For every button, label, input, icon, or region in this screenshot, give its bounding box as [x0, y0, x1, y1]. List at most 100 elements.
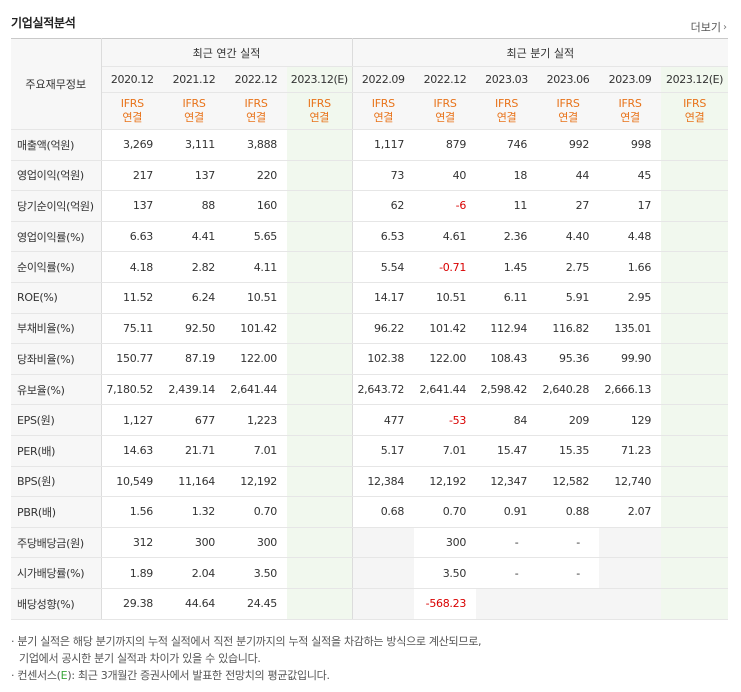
- ifrs-label: IFRS 연결: [225, 92, 287, 130]
- table-cell: 102.38: [351, 343, 415, 375]
- table-cell: -568.23: [414, 588, 477, 620]
- table-cell: 15.47: [476, 435, 538, 467]
- ifrs-label: IFRS 연결: [537, 92, 600, 130]
- table-cell: 1.45: [476, 251, 538, 283]
- table-cell: 12,740: [599, 466, 662, 498]
- table-cell: 160: [225, 190, 287, 222]
- table-cell: 11,164: [163, 466, 225, 498]
- table-cell: 6.63: [101, 221, 163, 253]
- period-header: 2023.12(E): [661, 66, 729, 93]
- table-cell: 0.70: [225, 496, 287, 528]
- row-label: 매출액(억원): [11, 129, 102, 161]
- table-row: PBR(배) 1.56 1.32 0.70 0.68 0.70 0.91 0.88 2.07: [11, 496, 729, 528]
- ifrs-label: IFRS 연결: [476, 92, 538, 130]
- table-cell: 95.36: [537, 343, 600, 375]
- table-cell: 44: [537, 160, 600, 192]
- table-cell: 1,223: [225, 404, 287, 436]
- period-header: 2023.09: [599, 66, 662, 93]
- table-cell: 0.88: [537, 496, 600, 528]
- ifrs-label: IFRS 연결: [661, 92, 729, 130]
- table-cell: 4.11: [225, 251, 287, 283]
- table-cell: 108.43: [476, 343, 538, 375]
- quarter-group-header: 최근 분기 실적: [351, 38, 729, 67]
- row-label: PBR(배): [11, 496, 102, 528]
- table-row: 영업이익(억원) 217 137 220 73 40 18 44 45: [11, 160, 729, 192]
- table-cell: 84: [476, 404, 538, 436]
- footnote-1: · 분기 실적은 해당 분기까지의 누적 실적에서 직전 분기까지의 누적 실적…: [11, 635, 482, 648]
- table-cell: 5.54: [351, 251, 415, 283]
- table-cell: [599, 526, 662, 559]
- row-label: 배당성향(%): [11, 588, 102, 620]
- table-cell: 137: [101, 190, 163, 222]
- table-cell: [661, 129, 729, 161]
- table-cell: 6.24: [163, 282, 225, 314]
- table-cell: 0.70: [414, 496, 477, 528]
- table-cell: 116.82: [537, 312, 600, 345]
- period-header: 2021.12: [163, 66, 225, 93]
- table-row: 당좌비율(%) 150.77 87.19 122.00 102.38 122.00 108.…: [11, 343, 729, 375]
- table-cell: 3.50: [414, 557, 477, 589]
- table-cell: [537, 588, 600, 620]
- table-cell: 101.42: [414, 312, 477, 345]
- table-cell: 2,641.44: [225, 374, 287, 406]
- table-row: 유보율(%) 7,180.52 2,439.14 2,641.44 2,643.72 2,…: [11, 374, 729, 406]
- table-cell: 45: [599, 160, 662, 192]
- table-cell: [351, 526, 415, 559]
- table-row: 당기순이익(억원) 137 88 160 62 -6 11 27 17: [11, 190, 729, 222]
- row-label: 당기순이익(억원): [11, 190, 102, 222]
- ifrs-label: IFRS 연결: [287, 92, 353, 130]
- table-cell: 12,384: [351, 466, 415, 498]
- table-cell: 217: [101, 160, 163, 192]
- table-cell: 17: [599, 190, 662, 222]
- table-cell: 5.65: [225, 221, 287, 253]
- table-cell: 10.51: [225, 282, 287, 314]
- table-cell: 5.91: [537, 282, 600, 314]
- table-cell: 15.35: [537, 435, 600, 467]
- table-cell: [661, 343, 729, 375]
- ifrs-label: IFRS 연결: [351, 92, 415, 130]
- table-cell: [599, 557, 662, 589]
- table-cell: 4.18: [101, 251, 163, 283]
- table-row: EPS(원) 1,127 677 1,223 477 -53 84 209 129: [11, 404, 729, 436]
- table-cell: 300: [225, 526, 287, 559]
- table-cell: [661, 312, 729, 345]
- table-cell: [351, 588, 415, 620]
- footnote-1-cont: 기업에서 공시한 분기 실적과 차이가 있을 수 있습니다.: [19, 652, 261, 665]
- table-cell: 5.17: [351, 435, 415, 467]
- table-cell: 1,127: [101, 404, 163, 436]
- table-cell: [287, 129, 353, 161]
- table-cell: 24.45: [225, 588, 287, 620]
- table-cell: [661, 251, 729, 283]
- table-cell: 2.75: [537, 251, 600, 283]
- table-cell: [287, 221, 353, 253]
- period-header: 2020.12: [101, 66, 163, 93]
- period-header: 2023.12(E): [287, 66, 353, 93]
- table-cell: 101.42: [225, 312, 287, 345]
- table-cell: 129: [599, 404, 662, 436]
- table-row: 영업이익률(%) 6.63 4.41 5.65 6.53 4.61 2.36 4.40 4.48: [11, 221, 729, 253]
- table-cell: [661, 588, 729, 620]
- table-row: PER(배) 14.63 21.71 7.01 5.17 7.01 15.47 15.35 71…: [11, 435, 729, 467]
- table-cell: 112.94: [476, 312, 538, 345]
- table-cell: 88: [163, 190, 225, 222]
- table-cell: [661, 160, 729, 192]
- row-label: PER(배): [11, 435, 102, 467]
- table-cell: 122.00: [225, 343, 287, 375]
- more-link[interactable]: 더보기 ›: [691, 19, 727, 35]
- table-cell: [287, 526, 353, 559]
- row-label: EPS(원): [11, 404, 102, 436]
- table-cell: 29.38: [101, 588, 163, 620]
- table-cell: 2.07: [599, 496, 662, 528]
- period-header: 2022.09: [351, 66, 415, 93]
- table-cell: 4.48: [599, 221, 662, 253]
- table-cell: -: [537, 557, 600, 589]
- table-cell: -6: [414, 190, 477, 222]
- label-header: 주요재무정보: [11, 38, 102, 130]
- table-cell: 7.01: [225, 435, 287, 467]
- table-cell: [287, 557, 353, 589]
- table-cell: 1.56: [101, 496, 163, 528]
- table-row: 매출액(억원) 3,269 3,111 3,888 1,117 879 746 992 998: [11, 129, 729, 161]
- row-label: 영업이익(억원): [11, 160, 102, 192]
- table-cell: [287, 160, 353, 192]
- row-label: 시가배당률(%): [11, 557, 102, 589]
